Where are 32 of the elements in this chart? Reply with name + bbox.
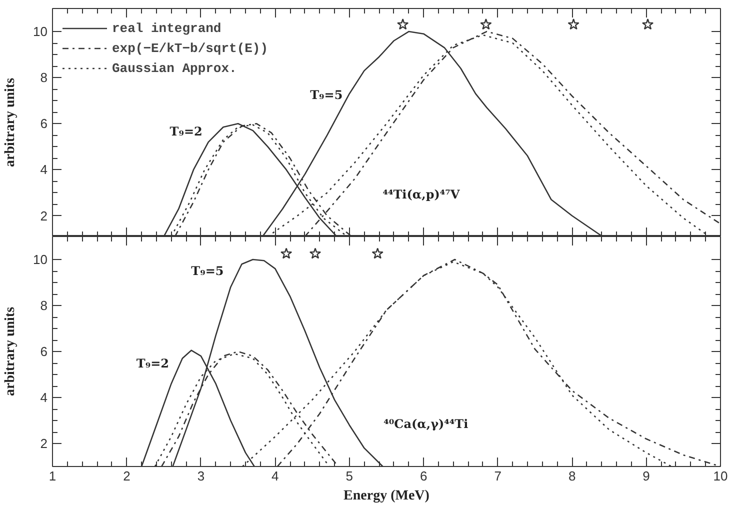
y-tick-label: 8 xyxy=(40,70,48,86)
annotation: ⁴⁰Ca(α,γ)⁴⁴Ti xyxy=(384,417,469,432)
y-tick-label: 4 xyxy=(40,162,48,178)
y-axis-title: arbitrary units xyxy=(3,77,18,168)
y-axis-title: arbitrary units xyxy=(3,306,18,396)
y-tick-label: 2 xyxy=(40,208,48,224)
legend-label: Gaussian Approx. xyxy=(112,60,237,76)
y-tick-label: 4 xyxy=(40,390,48,405)
x-tick-label: 8 xyxy=(568,468,576,484)
y-tick-label: 2 xyxy=(40,436,48,451)
x-tick-label: 9 xyxy=(642,468,650,484)
x-tick-label: 1 xyxy=(48,468,56,484)
y-tick-label: 6 xyxy=(40,344,48,359)
x-tick-label: 5 xyxy=(346,468,354,484)
x-tick-label: 10 xyxy=(713,468,728,484)
annotation: T₉=5 xyxy=(191,264,224,278)
x-axis-title: Energy (MeV) xyxy=(344,488,430,504)
x-tick-label: 3 xyxy=(197,468,205,484)
annotation: T₉=5 xyxy=(310,88,343,102)
annotation: T₉=2 xyxy=(170,124,202,139)
x-tick-label: 6 xyxy=(420,468,428,484)
y-tick-label: 10 xyxy=(33,252,48,267)
y-tick-label: 10 xyxy=(33,24,48,40)
x-tick-label: 4 xyxy=(272,468,279,484)
x-tick-label: 7 xyxy=(494,468,502,484)
y-tick-label: 6 xyxy=(40,116,48,132)
legend-label: real integrand xyxy=(112,20,222,36)
x-tick-label: 2 xyxy=(123,468,130,484)
legend-label: exp(−E/kT−b/sqrt(E)) xyxy=(112,40,268,56)
annotation: T₉=2 xyxy=(136,356,169,371)
annotation: ⁴⁴Ti(α,p)⁴⁷V xyxy=(382,187,460,202)
y-tick-label: 8 xyxy=(40,298,48,313)
